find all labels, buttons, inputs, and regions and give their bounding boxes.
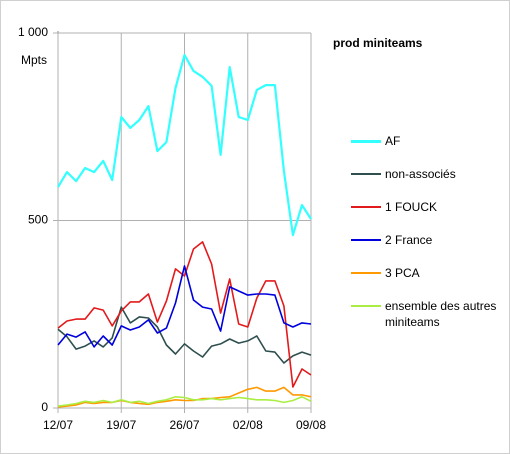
series-line [57,396,312,407]
y-tick-label: 500 [28,213,48,227]
legend-item: 2 France [351,226,501,259]
x-tick-label: 02/08 [233,418,263,432]
legend-label: 1 FOUCK [385,200,438,214]
x-tick-label: 12/07 [43,418,73,432]
legend-item: non-associés [351,160,501,193]
series-line [57,386,312,408]
legend-swatch [351,305,381,307]
legend-label: 2 France [385,233,433,247]
series-line [57,265,312,348]
legend-label: non-associés [385,167,456,181]
legend-item: 3 PCA [351,259,501,292]
legend-item: AF [351,127,501,160]
chart-title: prod miniteams [333,36,423,50]
legend-swatch [351,239,381,241]
x-tick-label: 09/08 [296,418,326,432]
legend: AF non-associés 1 FOUCK 2 France 3 PCA ensemb… [351,127,501,329]
legend-label: AF [385,134,401,148]
legend-label: ensemble des autres miniteams [385,299,497,329]
legend-swatch [351,206,381,208]
series-line [57,306,312,364]
y-axis-label: Mpts [21,53,47,67]
series-line [57,241,312,388]
legend-label: 3 PCA [385,266,420,280]
x-tick-label: 26/07 [169,418,199,432]
legend-swatch [351,272,381,274]
y-tick-label: 0 [41,400,48,414]
legend-swatch [351,140,381,143]
x-tick-label: 19/07 [106,418,136,432]
legend-item: ensemble des autres miniteams [351,292,501,329]
legend-item: 1 FOUCK [351,193,501,226]
series-line [57,54,312,237]
y-tick-label: 1 000 [18,25,48,39]
legend-swatch [351,173,381,175]
